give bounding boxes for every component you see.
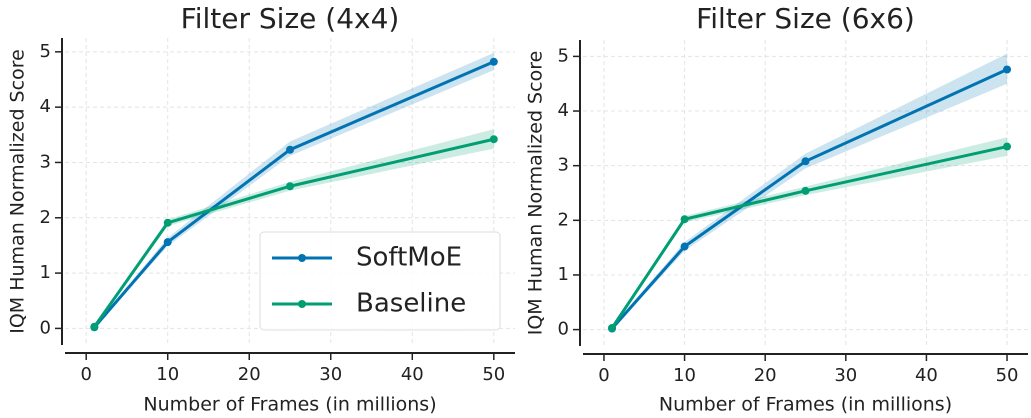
point — [90, 322, 99, 331]
x-tick-label: 0 — [80, 364, 91, 385]
x-tick-label: 10 — [673, 365, 696, 386]
point — [163, 238, 172, 247]
x-tick-label: 50 — [996, 365, 1019, 386]
x-tick-label: 30 — [834, 365, 857, 386]
y-tick-label: 0 — [558, 319, 569, 340]
chart: Filter Size (4x4) Number of Frames (in mi… — [7, 2, 515, 416]
point — [1003, 142, 1012, 151]
x-tick-label: 40 — [401, 364, 424, 385]
y-tick-label: 2 — [558, 209, 569, 230]
legend-label: Baseline — [356, 289, 466, 319]
y-axis-label: IQM Human Normalized Score — [7, 49, 29, 334]
y-tick-label: 1 — [558, 264, 569, 285]
y-tick-label: 3 — [40, 151, 51, 172]
y-tick-label: 4 — [40, 96, 51, 117]
y-tick-label: 2 — [40, 207, 51, 228]
point — [801, 157, 810, 166]
y-axis-label: IQM Human Normalized Score — [525, 51, 547, 336]
x-tick-label: 0 — [598, 365, 609, 386]
legend-marker — [298, 254, 306, 262]
point — [286, 145, 294, 154]
chart-title: Filter Size (6x6) — [696, 2, 915, 35]
series-line — [610, 145, 1008, 329]
legend-marker — [298, 300, 306, 308]
series-line — [93, 137, 495, 328]
point — [489, 135, 498, 144]
x-tick-label: 40 — [915, 365, 938, 386]
chart: Filter Size (6x6) Number of Frames (in mi… — [525, 2, 1028, 416]
x-axis-label: Number of Frames (in millions) — [659, 394, 952, 416]
y-tick-label: 0 — [40, 317, 51, 338]
x-tick-label: 20 — [238, 364, 261, 385]
point — [286, 182, 294, 191]
x-tick-label: 50 — [482, 364, 505, 385]
x-tick-label: 30 — [319, 364, 342, 385]
point — [801, 186, 810, 195]
confidence-band — [612, 53, 1008, 330]
x-tick-label: 20 — [754, 365, 777, 386]
x-tick-label: 10 — [156, 364, 179, 385]
point — [680, 215, 689, 224]
point — [163, 218, 172, 227]
y-tick-label: 5 — [558, 45, 569, 66]
y-tick-label: 4 — [558, 100, 569, 121]
point — [680, 242, 689, 251]
series-line — [93, 60, 495, 329]
chart-title: Filter Size (4x4) — [181, 2, 400, 35]
y-tick-label: 5 — [40, 41, 51, 62]
point — [1003, 65, 1012, 74]
legend-label: SoftMoE — [356, 243, 462, 273]
y-tick-label: 1 — [40, 262, 51, 283]
point — [489, 57, 498, 66]
x-axis-label: Number of Frames (in millions) — [143, 394, 436, 416]
y-tick-label: 3 — [558, 155, 569, 176]
point — [608, 323, 617, 332]
